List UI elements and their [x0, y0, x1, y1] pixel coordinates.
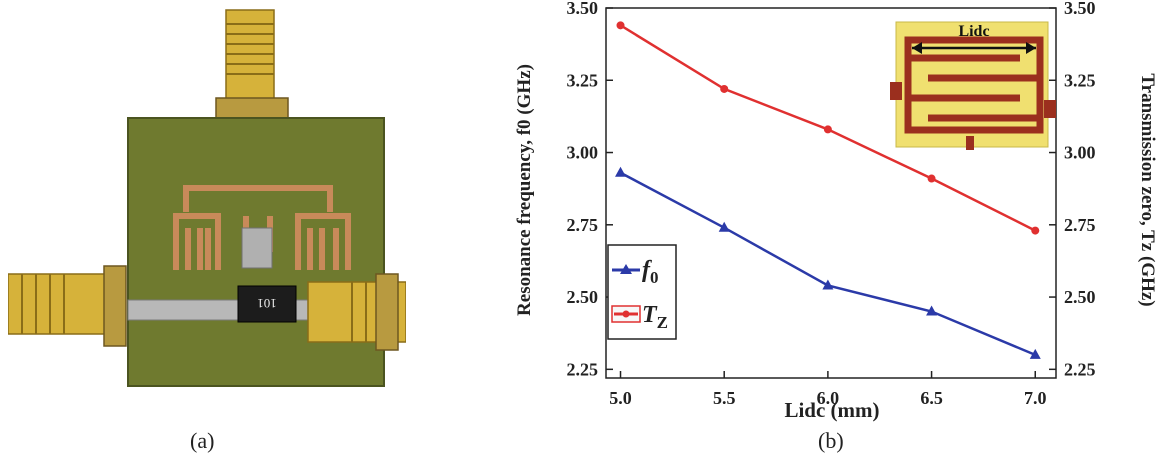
- chip-resistor: [237, 285, 297, 323]
- y-left-tick-label: 3.25: [567, 70, 599, 90]
- data-point-Tz: [823, 125, 832, 134]
- x-axis-label: Lidc (mm): [784, 398, 879, 422]
- y-left-tick-label: 3.00: [567, 143, 599, 163]
- right-sma-connector: [307, 273, 407, 351]
- y-axis-left: 2.25 2.50 2.75 3.00 3.25 3.50: [567, 0, 613, 379]
- data-point-Tz: [616, 21, 625, 30]
- legend-f0-sub: 0: [650, 268, 659, 287]
- y-right-tick-label: 2.75: [1064, 215, 1096, 235]
- y-left-tick-label: 2.25: [567, 359, 599, 379]
- plot-frame: [605, 7, 1057, 379]
- legend-tz-sub: Z: [657, 313, 668, 332]
- inset-geometry: Lidc: [890, 21, 1056, 150]
- fabricated-filter-photo: 101: [7, 2, 407, 404]
- legend-tz-main: T: [642, 302, 658, 328]
- svg-text:f0: f0: [642, 257, 659, 287]
- left-sma-connector: [7, 265, 127, 347]
- data-point-Tz: [1031, 226, 1040, 235]
- filter-photo-illustration: 101: [7, 9, 407, 387]
- copper-resonator-pattern: [173, 185, 351, 270]
- data-point-Tz: [927, 174, 936, 183]
- inset-lidc-label: Lidc: [958, 23, 989, 40]
- legend-item-tz: TZ: [611, 302, 668, 332]
- data-point-Tz: [720, 84, 729, 93]
- x-axis: 5.0 5.5 6.0 6.5 7.0: [609, 371, 1047, 408]
- y-left-tick-label: 3.50: [567, 0, 599, 18]
- legend-f0-main: f: [642, 257, 652, 283]
- y-right-tick-label: 2.50: [1064, 287, 1096, 307]
- data-point-f0: [926, 305, 938, 316]
- y-right-tick-label: 3.25: [1064, 70, 1096, 90]
- data-point-f0: [718, 221, 730, 232]
- y-left-tick-label: 2.50: [567, 287, 599, 307]
- y-left-tick-label: 2.75: [567, 215, 599, 235]
- panel-a-caption: (a): [190, 428, 215, 453]
- panel-b-caption: (b): [818, 428, 844, 453]
- solder-joint-center: [241, 227, 273, 269]
- legend-marker-circle: [622, 310, 630, 318]
- y-right-tick-label: 2.25: [1064, 359, 1096, 379]
- x-tick-label: 6.0: [817, 388, 840, 408]
- x-tick-label: 5.5: [713, 388, 736, 408]
- legend: f0 TZ: [607, 244, 677, 340]
- chip-resistor-label: 101: [257, 296, 277, 311]
- data-point-f0: [822, 279, 834, 290]
- x-tick-label: 7.0: [1024, 388, 1047, 408]
- chart-panel: 2.25 2.50 2.75 3.00 3.25 3.50 2.25 2.50 2.75 3.0…: [500, 0, 1156, 465]
- data-point-f0: [1029, 348, 1041, 359]
- svg-text:TZ: TZ: [642, 302, 668, 332]
- legend-marker-triangle: [620, 264, 632, 274]
- series-layer: [615, 21, 1041, 359]
- y-axis-right: 2.25 2.50 2.75 3.00 3.25 3.50: [1049, 0, 1096, 379]
- resonance-chart: 2.25 2.50 2.75 3.00 3.25 3.50 2.25 2.50 2.75 3.0…: [514, 0, 1156, 422]
- data-point-f0: [615, 166, 627, 177]
- y-right-tick-label: 3.50: [1064, 0, 1096, 18]
- y-right-tick-label: 3.00: [1064, 143, 1096, 163]
- y-axis-left-label: Resonance frequency, f0 (GHz): [514, 64, 535, 316]
- x-tick-label: 6.5: [920, 388, 943, 408]
- y-axis-right-label: Transmission zero, Tz (GHz): [1137, 73, 1156, 306]
- x-tick-label: 5.0: [609, 388, 632, 408]
- legend-item-f0: f0: [612, 257, 659, 287]
